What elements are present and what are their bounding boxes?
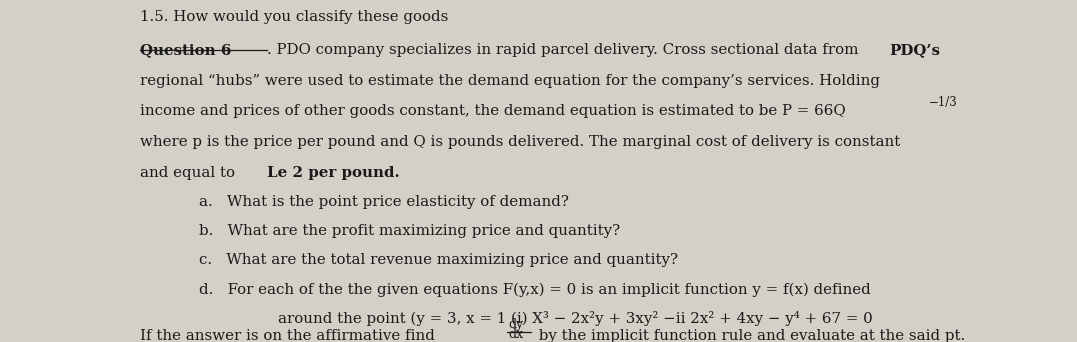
Text: Le 2 per pound.: Le 2 per pound. [267, 166, 400, 180]
Text: where p is the price per pound and Q is pounds delivered. The marginal cost of d: where p is the price per pound and Q is … [140, 135, 900, 149]
Text: 1.5. How would you classify these goods: 1.5. How would you classify these goods [140, 10, 448, 24]
Text: dy: dy [508, 318, 523, 331]
Text: dx: dx [508, 328, 523, 341]
Text: by the implicit function rule and evaluate at the said pt.: by the implicit function rule and evalua… [534, 329, 965, 342]
Text: c.   What are the total revenue maximizing price and quantity?: c. What are the total revenue maximizing… [199, 253, 679, 267]
Text: −1/3: −1/3 [928, 96, 957, 109]
Text: . PDO company specializes in rapid parcel delivery. Cross sectional data from: . PDO company specializes in rapid parce… [267, 43, 864, 57]
Text: around the point (y = 3, x = 1 (i) X³ − 2x²y + 3xy² −ii 2x² + 4xy − y⁴ + 67 = 0: around the point (y = 3, x = 1 (i) X³ − … [278, 311, 872, 326]
Text: PDQ’s: PDQ’s [890, 43, 940, 57]
Text: and equal to: and equal to [140, 166, 240, 180]
Text: regional “hubs” were used to estimate the demand equation for the company’s serv: regional “hubs” were used to estimate th… [140, 74, 880, 88]
Text: a.   What is the point price elasticity of demand?: a. What is the point price elasticity of… [199, 195, 569, 209]
Text: If the answer is on the affirmative find: If the answer is on the affirmative find [140, 329, 439, 342]
Text: Question 6: Question 6 [140, 43, 232, 57]
Text: b.   What are the profit maximizing price and quantity?: b. What are the profit maximizing price … [199, 224, 620, 238]
Text: d.   For each of the the given equations F(y,x) = 0 is an implicit function y = : d. For each of the the given equations F… [199, 282, 871, 297]
Text: income and prices of other goods constant, the demand equation is estimated to b: income and prices of other goods constan… [140, 104, 845, 118]
